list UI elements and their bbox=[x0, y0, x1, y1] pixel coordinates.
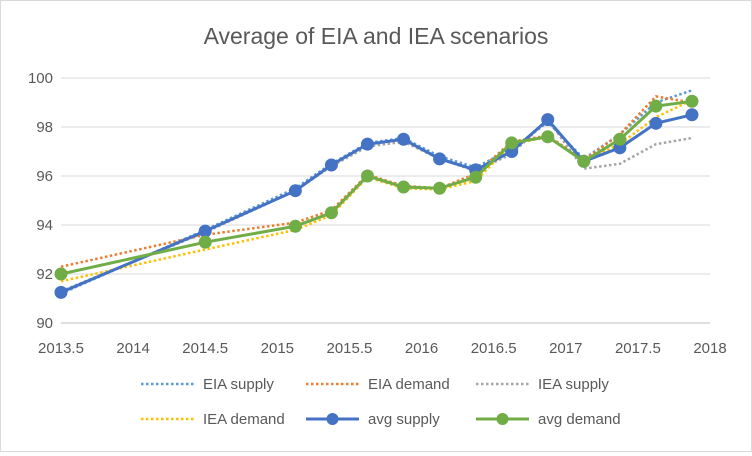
chart-title: Average of EIA and IEA scenarios bbox=[204, 23, 549, 49]
x-tick-2017: 2017 bbox=[549, 340, 582, 357]
legend-label-iea-demand: IEA demand bbox=[203, 411, 285, 428]
legend-item-eia-supply: EIA supply bbox=[141, 376, 274, 393]
data-point-avg-demand-3 bbox=[324, 206, 338, 220]
series-group bbox=[54, 89, 699, 299]
data-point-avg-demand-6 bbox=[433, 181, 447, 195]
data-point-avg-supply-2 bbox=[288, 184, 302, 198]
data-point-avg-supply-0 bbox=[54, 285, 68, 299]
data-point-avg-demand-13 bbox=[685, 94, 699, 108]
y-tick-92: 92 bbox=[36, 266, 53, 283]
y-tick-100: 100 bbox=[28, 70, 53, 87]
legend: EIA supply EIA demand IEA supply IEA demand… bbox=[141, 376, 621, 428]
series-line-eia-supply bbox=[60, 89, 693, 295]
data-point-avg-demand-5 bbox=[397, 180, 411, 194]
series-iea-supply bbox=[60, 117, 693, 293]
data-point-avg-demand-4 bbox=[360, 169, 374, 183]
y-axis-ticks: 90 92 94 96 98 100 bbox=[28, 70, 53, 332]
data-point-avg-supply-12 bbox=[649, 116, 663, 130]
legend-item-avg-supply: avg supply bbox=[306, 411, 440, 428]
data-point-avg-demand-9 bbox=[541, 130, 555, 144]
data-point-avg-supply-13 bbox=[685, 108, 699, 122]
data-point-avg-demand-1 bbox=[198, 235, 212, 249]
data-point-avg-demand-12 bbox=[649, 99, 663, 113]
legend-marker-avg-supply bbox=[326, 413, 339, 425]
legend-item-eia-demand: EIA demand bbox=[306, 376, 450, 393]
data-point-avg-supply-3 bbox=[324, 158, 338, 172]
x-tick-2014-5: 2014.5 bbox=[182, 340, 228, 357]
x-tick-2014: 2014 bbox=[116, 340, 149, 357]
legend-marker-avg-demand bbox=[496, 413, 509, 425]
data-point-avg-supply-4 bbox=[360, 137, 374, 151]
x-axis-ticks: 2013.5 2014 2014.5 2015 2015.5 2016 2016.5 2017… bbox=[38, 340, 727, 357]
gridlines bbox=[61, 77, 710, 275]
x-tick-2015-5: 2015.5 bbox=[326, 340, 372, 357]
legend-label-iea-supply: IEA supply bbox=[538, 376, 609, 393]
y-tick-96: 96 bbox=[36, 168, 53, 185]
data-point-avg-demand-7 bbox=[469, 170, 483, 184]
data-point-avg-demand-10 bbox=[577, 154, 591, 168]
data-point-avg-supply-6 bbox=[433, 152, 447, 166]
data-point-avg-demand-2 bbox=[288, 219, 302, 233]
data-point-avg-supply-9 bbox=[541, 113, 555, 127]
x-tick-2016-5: 2016.5 bbox=[471, 340, 517, 357]
series-avg-demand bbox=[54, 94, 699, 281]
data-point-avg-demand-0 bbox=[54, 267, 68, 281]
data-point-avg-demand-11 bbox=[613, 132, 627, 146]
series-line-iea-supply bbox=[60, 117, 693, 293]
series-line-eia-demand bbox=[60, 95, 693, 268]
legend-label-eia-demand: EIA demand bbox=[368, 376, 450, 393]
x-tick-2016: 2016 bbox=[405, 340, 438, 357]
x-tick-2018: 2018 bbox=[693, 340, 726, 357]
legend-label-avg-supply: avg supply bbox=[368, 411, 440, 428]
series-eia-supply bbox=[60, 89, 693, 295]
x-tick-2017-5: 2017.5 bbox=[615, 340, 661, 357]
series-eia-demand bbox=[60, 95, 693, 268]
data-point-avg-supply-5 bbox=[397, 132, 411, 146]
data-point-avg-supply-1 bbox=[198, 224, 212, 238]
legend-item-avg-demand: avg demand bbox=[476, 411, 621, 428]
y-tick-90: 90 bbox=[36, 315, 53, 332]
legend-label-avg-demand: avg demand bbox=[538, 411, 621, 428]
y-tick-94: 94 bbox=[36, 217, 53, 234]
data-point-avg-demand-8 bbox=[505, 136, 519, 150]
x-tick-2015: 2015 bbox=[261, 340, 294, 357]
y-tick-98: 98 bbox=[36, 119, 53, 136]
legend-label-eia-supply: EIA supply bbox=[203, 376, 274, 393]
legend-item-iea-demand: IEA demand bbox=[141, 411, 285, 428]
x-tick-2013-5: 2013.5 bbox=[38, 340, 84, 357]
legend-item-iea-supply: IEA supply bbox=[476, 376, 609, 393]
series-avg-supply bbox=[54, 108, 699, 299]
